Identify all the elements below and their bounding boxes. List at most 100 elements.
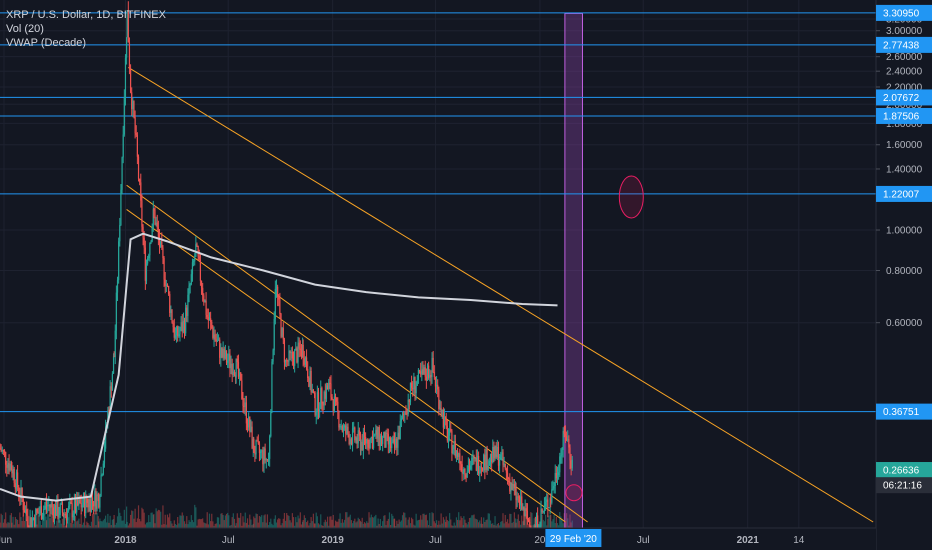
volume-bar: [471, 515, 473, 528]
volume-bar: [408, 517, 410, 528]
candle-body: [31, 517, 33, 528]
candle-body: [372, 435, 375, 449]
volume-bar: [262, 522, 264, 528]
candle-body: [110, 386, 112, 391]
volume-bar: [425, 514, 427, 528]
volume-bar: [489, 520, 492, 528]
candle-body: [349, 438, 351, 445]
candle-body: [68, 505, 70, 511]
volume-bar: [87, 522, 89, 528]
volume-bar: [383, 515, 385, 528]
candle-body: [245, 402, 247, 424]
candle-body: [79, 498, 81, 503]
candle-body: [74, 499, 77, 513]
volume-bar: [452, 525, 454, 528]
horizontal-levels[interactable]: [0, 12, 876, 413]
volume-bar: [389, 525, 392, 528]
volume-bar: [44, 513, 46, 528]
volume-bar: [382, 521, 384, 528]
volume-bar: [515, 522, 517, 528]
candle-body: [385, 432, 387, 448]
candle-body: [250, 426, 252, 432]
volume-bar: [224, 515, 226, 528]
level-price-tag-bg: [876, 185, 932, 202]
symbol-title[interactable]: XRP / U.S. Dollar, 1D, BITFINEX: [6, 9, 166, 21]
candle-body: [568, 439, 570, 448]
candle-body: [345, 425, 347, 434]
time-axis-panel[interactable]: [0, 528, 876, 550]
candle-body: [485, 449, 487, 470]
volume-indicator-label[interactable]: Vol (20): [6, 23, 44, 35]
candle-body: [133, 100, 135, 118]
candle-body: [58, 514, 60, 518]
volume-bar: [107, 513, 109, 528]
volume-bar: [409, 523, 412, 528]
trendlines[interactable]: [126, 67, 874, 523]
volume-bar: [235, 525, 237, 528]
candle-body: [447, 435, 450, 441]
target-circle-marker[interactable]: [618, 175, 644, 219]
volume-bar: [148, 515, 150, 528]
candle-body: [154, 209, 156, 225]
volume-bar: [546, 525, 548, 528]
small-circle-marker[interactable]: [565, 484, 583, 502]
volume-bar: [153, 514, 155, 528]
candle-body: [78, 498, 80, 506]
candle-body: [140, 182, 142, 201]
volume-bar: [562, 523, 564, 528]
volume-bar: [555, 516, 557, 528]
candle-body: [137, 156, 140, 179]
volume-bar: [326, 516, 329, 528]
candle-body: [550, 498, 552, 503]
candle-body: [80, 502, 82, 508]
candle-body: [388, 437, 391, 445]
price-tick-label: 0.80000: [886, 266, 923, 277]
candle-body: [553, 486, 555, 489]
candle-body: [460, 463, 462, 465]
volume-bar: [387, 518, 389, 528]
candle-body: [283, 339, 286, 363]
volume-bar: [135, 522, 137, 528]
volume-bar: [198, 518, 200, 528]
candle-body: [421, 369, 423, 375]
volume-bar: [355, 522, 357, 528]
volume-bar: [86, 521, 88, 528]
candle-body: [156, 222, 158, 228]
volume-bar: [549, 514, 551, 528]
volume-bar: [391, 513, 393, 528]
chart-legend: XRP / U.S. Dollar, 1D, BITFINEX Vol (20)…: [6, 8, 166, 50]
volume-bar: [481, 523, 484, 528]
volume-bar: [291, 513, 293, 528]
volume-bar: [163, 524, 165, 528]
candle-body: [445, 419, 447, 426]
volume-bar: [413, 524, 415, 528]
volume-bar: [438, 520, 440, 528]
volume-bar: [6, 523, 8, 528]
candle-body: [38, 513, 40, 515]
volume-bar: [7, 522, 9, 528]
candle-body: [525, 508, 527, 511]
candle-body: [15, 472, 18, 489]
volume-bar: [142, 509, 144, 528]
volume-bar: [119, 512, 121, 528]
volume-bar: [216, 517, 219, 528]
vwap-indicator-label[interactable]: VWAP (Decade): [6, 37, 87, 49]
candle-body: [522, 506, 524, 510]
candle-body: [367, 439, 369, 448]
candle-body: [311, 389, 313, 393]
candle-body: [379, 436, 381, 447]
volume-bar: [127, 525, 129, 528]
volume-bar: [202, 518, 204, 528]
volume-bar: [548, 515, 550, 528]
candle-body: [308, 378, 310, 387]
volume-bar: [97, 516, 99, 528]
highlight-range-box[interactable]: [564, 12, 583, 529]
volume-bar: [289, 520, 291, 528]
candle-body: [319, 409, 321, 412]
candle-body: [330, 383, 332, 398]
volume-bar: [95, 525, 97, 528]
volume-bar: [472, 515, 474, 528]
volume-bar: [118, 508, 120, 528]
candle-body: [81, 505, 83, 508]
